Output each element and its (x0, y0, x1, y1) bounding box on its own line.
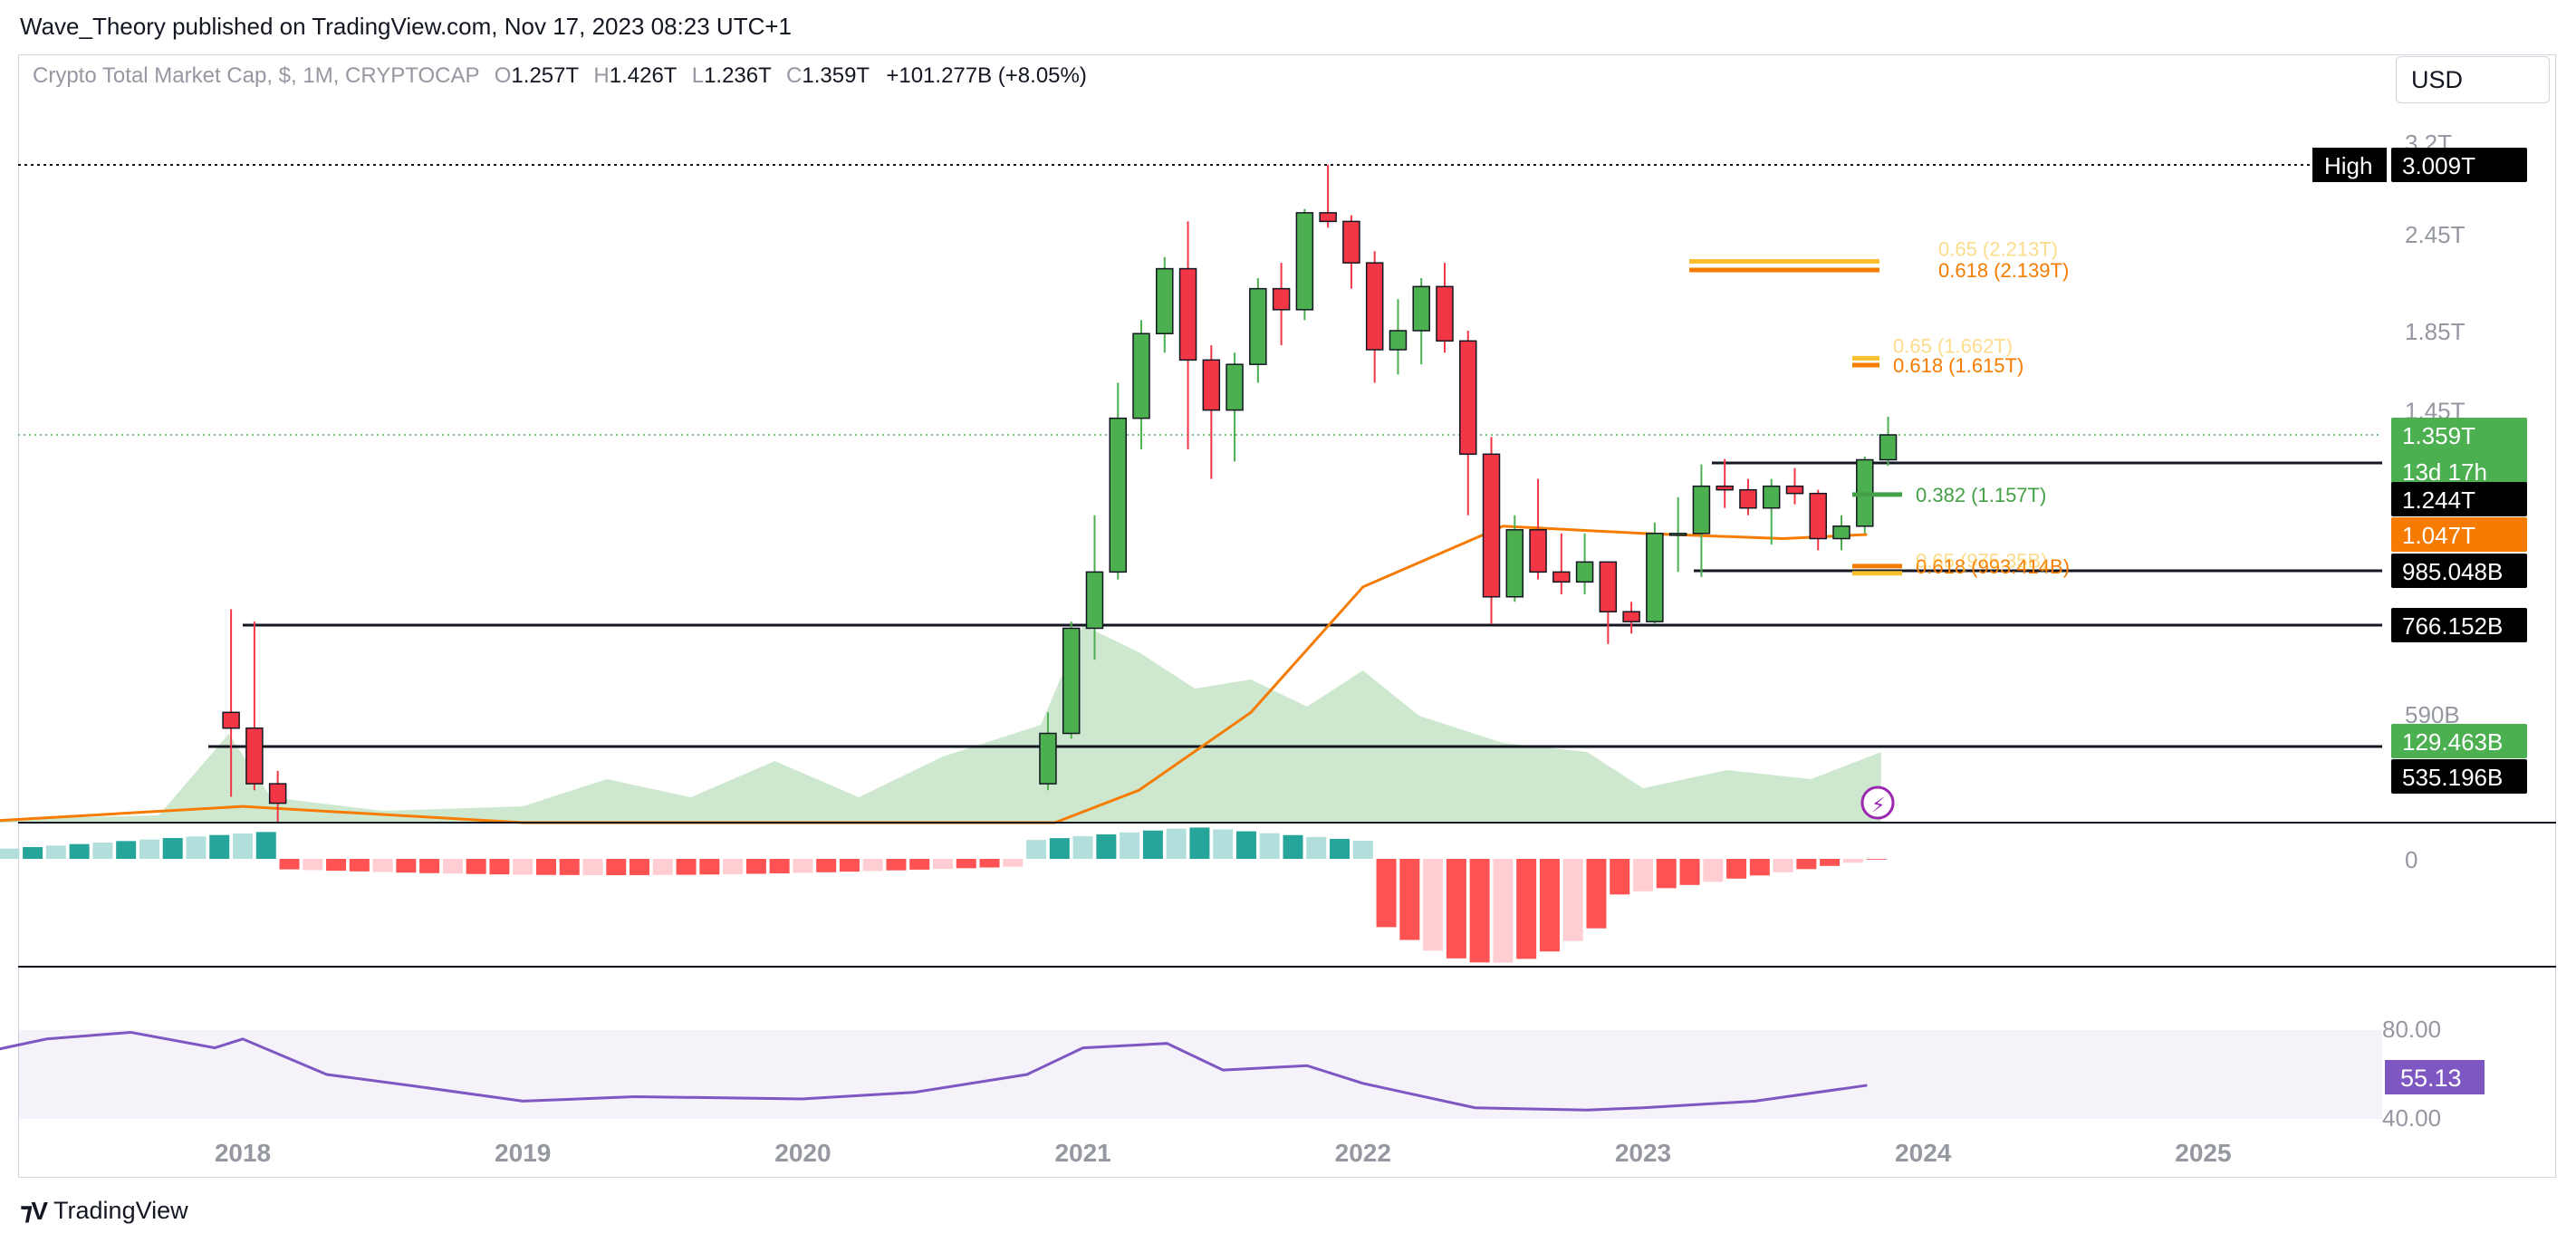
tradingview-logo-icon: ⁊V (20, 1197, 48, 1225)
close-value: 1.359T (802, 63, 870, 88)
macd-bar-2 (0, 848, 20, 859)
symbol-name[interactable]: Crypto Total Market Cap, $, 1M, CRYPTOCA… (33, 63, 480, 88)
footer-brand: TradingView (53, 1197, 188, 1224)
high-key: H (593, 63, 610, 88)
low-key: L (691, 63, 705, 88)
open-key: O (494, 63, 512, 88)
close-key: C (786, 63, 803, 88)
publisher-line: Wave_Theory published on TradingView.com… (20, 13, 792, 40)
change-value: +101.277B (+8.05%) (886, 63, 1087, 88)
low-value: 1.236T (704, 63, 772, 88)
high-value: 1.426T (609, 63, 678, 88)
symbol-legend: Crypto Total Market Cap, $, 1M, CRYPTOCA… (33, 63, 1087, 89)
open-value: 1.257T (511, 63, 579, 88)
footer: ⁊V TradingView (20, 1196, 188, 1226)
currency-button[interactable]: USD (2396, 56, 2550, 103)
chart-frame (18, 54, 2556, 1178)
